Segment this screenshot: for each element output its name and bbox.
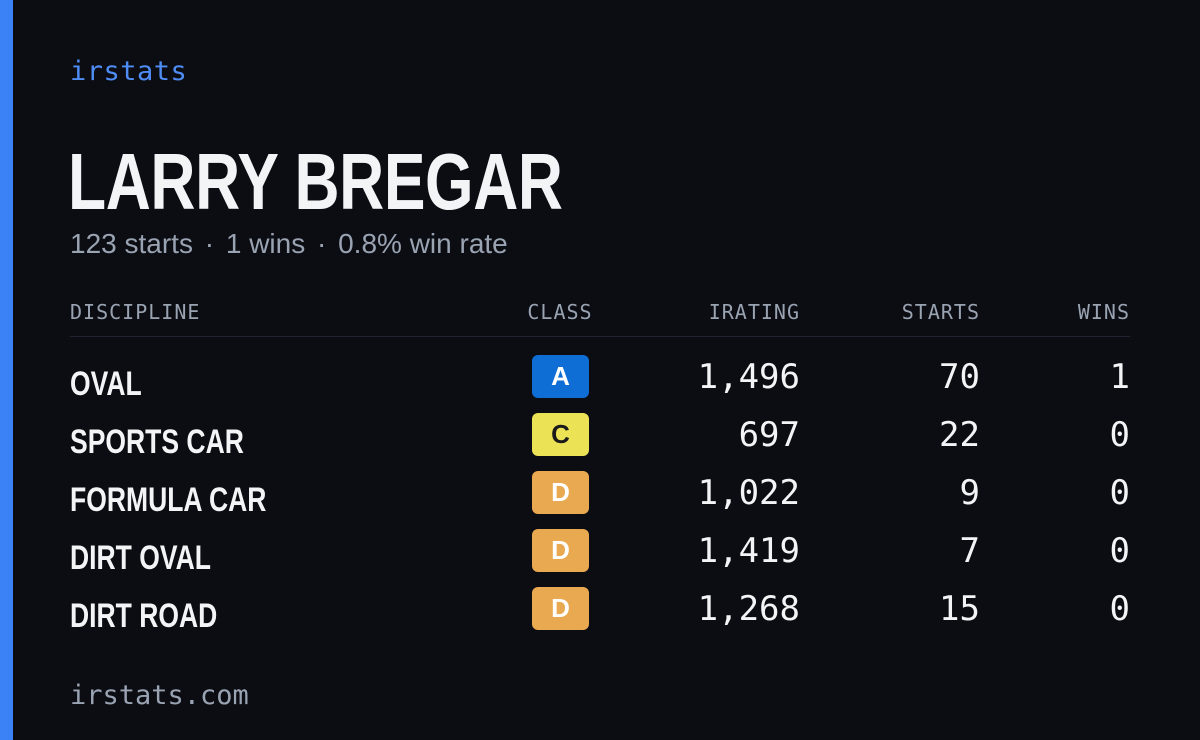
wins-summary: 1 wins bbox=[225, 228, 306, 259]
header-discipline: DISCIPLINE bbox=[70, 300, 201, 324]
brand-logo[interactable]: irstats bbox=[70, 56, 188, 87]
discipline-name: SPORTS CAR bbox=[70, 423, 244, 461]
separator: · bbox=[317, 228, 327, 259]
header-starts: STARTS bbox=[901, 300, 980, 324]
table-row: DIRT ROAD D 1,268 15 0 bbox=[70, 585, 1130, 643]
driver-summary: 123 starts · 1 wins · 0.8% win rate bbox=[70, 228, 508, 260]
discipline-name: DIRT OVAL bbox=[70, 539, 211, 577]
discipline-name: OVAL bbox=[70, 365, 142, 403]
win-rate-summary: 0.8% win rate bbox=[338, 228, 508, 259]
starts-value: 70 bbox=[939, 357, 980, 397]
class-badge: D bbox=[532, 587, 589, 630]
separator: · bbox=[204, 228, 215, 259]
class-badge: D bbox=[532, 471, 589, 514]
page-title: LARRY BREGAR bbox=[68, 137, 563, 226]
wins-value: 1 bbox=[1109, 357, 1130, 397]
accent-bar bbox=[0, 0, 13, 740]
table-row: DIRT OVAL D 1,419 7 0 bbox=[70, 527, 1130, 585]
starts-value: 15 bbox=[939, 589, 980, 629]
irating-value: 1,419 bbox=[697, 531, 800, 571]
irating-value: 1,268 bbox=[697, 589, 800, 629]
irating-value: 1,496 bbox=[697, 357, 800, 397]
starts-summary: 123 starts bbox=[70, 228, 193, 259]
discipline-name: FORMULA CAR bbox=[70, 481, 267, 519]
discipline-name: DIRT ROAD bbox=[70, 597, 218, 635]
wins-value: 0 bbox=[1109, 531, 1130, 571]
table-row: FORMULA CAR D 1,022 9 0 bbox=[70, 469, 1130, 527]
starts-value: 7 bbox=[959, 531, 980, 571]
footer-link[interactable]: irstats.com bbox=[70, 680, 249, 711]
stats-table: DISCIPLINE CLASS IRATING STARTS WINS OVA… bbox=[70, 296, 1130, 643]
table-row: SPORTS CAR C 697 22 0 bbox=[70, 411, 1130, 469]
starts-value: 22 bbox=[939, 415, 980, 455]
starts-value: 9 bbox=[959, 473, 980, 513]
class-badge: D bbox=[532, 529, 589, 572]
table-header: DISCIPLINE CLASS IRATING STARTS WINS bbox=[70, 296, 1130, 337]
header-wins: WINS bbox=[1077, 300, 1130, 324]
header-irating: IRATING bbox=[708, 300, 800, 324]
header-class: CLASS bbox=[527, 300, 593, 324]
class-badge: C bbox=[532, 413, 589, 456]
wins-value: 0 bbox=[1109, 415, 1130, 455]
wins-value: 0 bbox=[1109, 589, 1130, 629]
irating-value: 1,022 bbox=[697, 473, 800, 513]
table-row: OVAL A 1,496 70 1 bbox=[70, 353, 1130, 411]
class-badge: A bbox=[532, 355, 589, 398]
wins-value: 0 bbox=[1109, 473, 1130, 513]
irating-value: 697 bbox=[738, 415, 800, 455]
